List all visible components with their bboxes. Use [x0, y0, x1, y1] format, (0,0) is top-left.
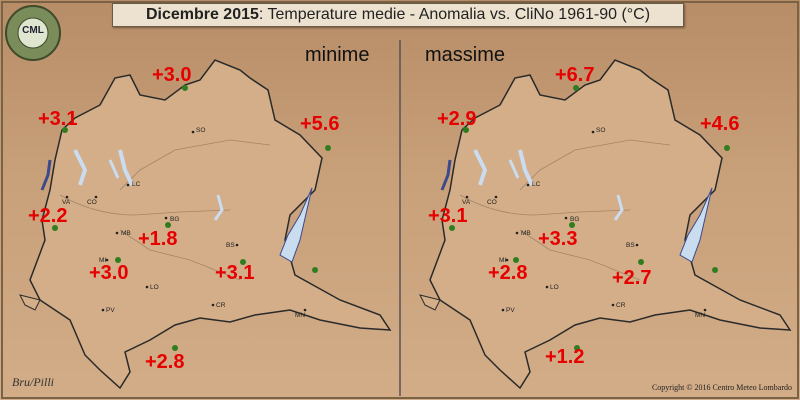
anomaly-value: +3.1: [215, 262, 255, 284]
city-dots: [65, 130, 707, 312]
city-label: MB: [521, 230, 531, 237]
station-dot: [172, 345, 178, 351]
station-dot: [569, 222, 575, 228]
anomaly-value: +4.6: [700, 113, 740, 135]
panel-label-minime: minime: [305, 44, 370, 66]
anomaly-value: +2.8: [488, 262, 528, 284]
city-label: MB: [121, 230, 131, 237]
anomaly-value: +3.0: [152, 64, 192, 86]
cml-logo: [5, 5, 61, 61]
panel-label-massime: massime: [425, 44, 506, 66]
city-label: BG: [170, 216, 180, 223]
anomaly-value: +2.7: [612, 267, 652, 289]
station-dot: [574, 345, 580, 351]
region-outline-right: [419, 59, 792, 390]
anomaly-value: +5.6: [300, 113, 340, 135]
title-month: Dicembre 2015: [145, 6, 259, 23]
station-dot: [182, 85, 188, 91]
city-label: SO: [196, 127, 206, 134]
station-dot: [712, 267, 718, 273]
title-rest: : Temperature medie - Anomalia vs. CliNo…: [258, 6, 651, 23]
station-dot: [240, 259, 246, 265]
station-dot: [638, 259, 644, 265]
anomaly-value: +1.8: [138, 228, 178, 250]
station-dot: [513, 257, 519, 263]
anomaly-value: +2.2: [28, 205, 68, 227]
anomaly-value: +2.9: [437, 108, 477, 130]
city-label: MN: [295, 312, 306, 319]
city-label: VA: [462, 199, 471, 206]
city-label: BS: [626, 242, 635, 249]
station-dot: [573, 85, 579, 91]
logo-text: CML: [22, 25, 44, 36]
city-label: PV: [506, 307, 515, 314]
city-label: LC: [132, 181, 141, 188]
station-dot: [115, 257, 121, 263]
city-label: CR: [216, 302, 226, 309]
city-label: CR: [616, 302, 626, 309]
station-dot: [463, 127, 469, 133]
city-label: LC: [532, 181, 541, 188]
station-dot: [325, 145, 331, 151]
city-label: MI: [499, 257, 507, 264]
city-label: LO: [550, 284, 559, 291]
station-dot: [52, 225, 58, 231]
copyright-text: Copyright © 2016 Centro Meteo Lombardo: [651, 383, 792, 392]
city-label: MN: [695, 312, 706, 319]
anomaly-value: +3.1: [428, 205, 468, 227]
author-signature: Bru/Pilli: [12, 375, 54, 389]
station-dot: [62, 127, 68, 133]
anomaly-value: +1.2: [545, 346, 585, 368]
station-dot: [724, 145, 730, 151]
city-label: PV: [106, 307, 115, 314]
city-label: MI: [99, 257, 107, 264]
anomaly-value: +6.7: [555, 64, 595, 86]
station-dots: [52, 85, 730, 351]
city-label: SO: [596, 127, 606, 134]
anomaly-value: +3.3: [538, 228, 578, 250]
station-dot: [165, 222, 171, 228]
city-label: VA: [62, 199, 71, 206]
anomaly-value: +3.0: [89, 262, 129, 284]
city-label: BS: [226, 242, 235, 249]
anomaly-value: +3.1: [38, 108, 78, 130]
station-dot: [312, 267, 318, 273]
city-label: CO: [487, 199, 497, 206]
station-dot: [449, 225, 455, 231]
city-label: LO: [150, 284, 159, 291]
city-label: BG: [570, 216, 580, 223]
city-label: CO: [87, 199, 97, 206]
anomaly-value: +2.8: [145, 351, 185, 373]
chart-title: Dicembre 2015: Temperature medie - Anoma…: [112, 3, 684, 27]
region-outline-left: [19, 59, 392, 390]
